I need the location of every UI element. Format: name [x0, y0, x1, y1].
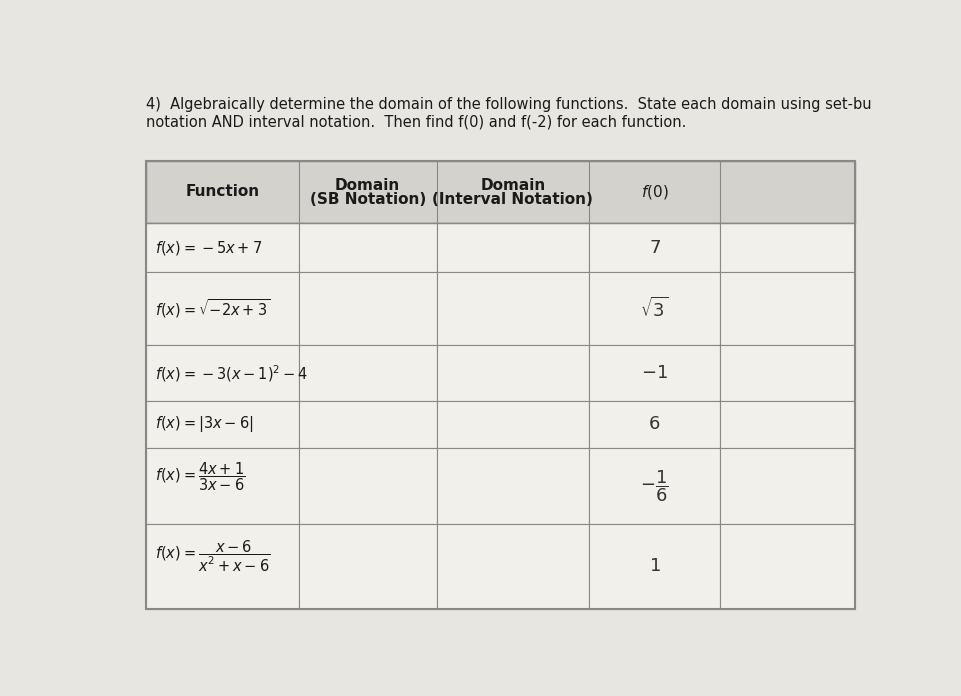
Text: $7$: $7$: [648, 239, 660, 257]
Bar: [146, 448, 298, 524]
Text: notation AND interval notation.  Then find f(0) and f(-2) for each function.: notation AND interval notation. Then fin…: [146, 115, 686, 129]
Text: (SB Notation): (SB Notation): [309, 193, 426, 207]
Text: $f(x) = -5x + 7$: $f(x) = -5x + 7$: [155, 239, 262, 257]
Bar: [298, 345, 436, 401]
Bar: [588, 345, 719, 401]
Bar: [588, 272, 719, 345]
Bar: [146, 161, 853, 223]
Bar: [298, 448, 436, 524]
Bar: [436, 401, 588, 448]
Text: $f(x) = \sqrt{-2x+3}$: $f(x) = \sqrt{-2x+3}$: [155, 297, 270, 320]
Text: $f(x) = |3x - 6|$: $f(x) = |3x - 6|$: [155, 414, 254, 434]
Bar: [588, 401, 719, 448]
Bar: [146, 401, 298, 448]
Bar: [719, 272, 853, 345]
Bar: [436, 345, 588, 401]
Text: $-\dfrac{1}{6}$: $-\dfrac{1}{6}$: [640, 468, 668, 504]
Bar: [436, 448, 588, 524]
Text: $-1$: $-1$: [640, 364, 667, 382]
Bar: [146, 223, 298, 272]
Bar: [436, 524, 588, 609]
Text: Domain: Domain: [334, 178, 400, 193]
Bar: [588, 223, 719, 272]
Bar: [719, 448, 853, 524]
Text: $f(0)$: $f(0)$: [640, 183, 668, 201]
Text: $f(x) = \dfrac{4x+1}{3x-6}$: $f(x) = \dfrac{4x+1}{3x-6}$: [155, 461, 245, 493]
Bar: [146, 345, 298, 401]
Bar: [719, 401, 853, 448]
Text: 4)  Algebraically determine the domain of the following functions.  State each d: 4) Algebraically determine the domain of…: [146, 97, 871, 112]
Bar: [146, 161, 853, 609]
Bar: [588, 524, 719, 609]
Bar: [146, 272, 298, 345]
Bar: [719, 345, 853, 401]
Text: Function: Function: [185, 184, 259, 200]
Bar: [719, 524, 853, 609]
Bar: [588, 448, 719, 524]
Text: $\sqrt{3}$: $\sqrt{3}$: [640, 296, 668, 321]
Bar: [719, 223, 853, 272]
Text: $f(x) = -3(x-1)^2 - 4$: $f(x) = -3(x-1)^2 - 4$: [155, 363, 308, 383]
Bar: [436, 272, 588, 345]
Bar: [298, 524, 436, 609]
Bar: [298, 272, 436, 345]
Bar: [146, 524, 298, 609]
Text: (Interval Notation): (Interval Notation): [432, 193, 593, 207]
Bar: [298, 223, 436, 272]
Bar: [298, 401, 436, 448]
Bar: [436, 223, 588, 272]
Text: $1$: $1$: [648, 557, 659, 576]
Text: $f(x) = \dfrac{x-6}{x^2+x-6}$: $f(x) = \dfrac{x-6}{x^2+x-6}$: [155, 539, 270, 574]
Text: $6$: $6$: [648, 416, 660, 434]
Text: Domain: Domain: [480, 178, 545, 193]
